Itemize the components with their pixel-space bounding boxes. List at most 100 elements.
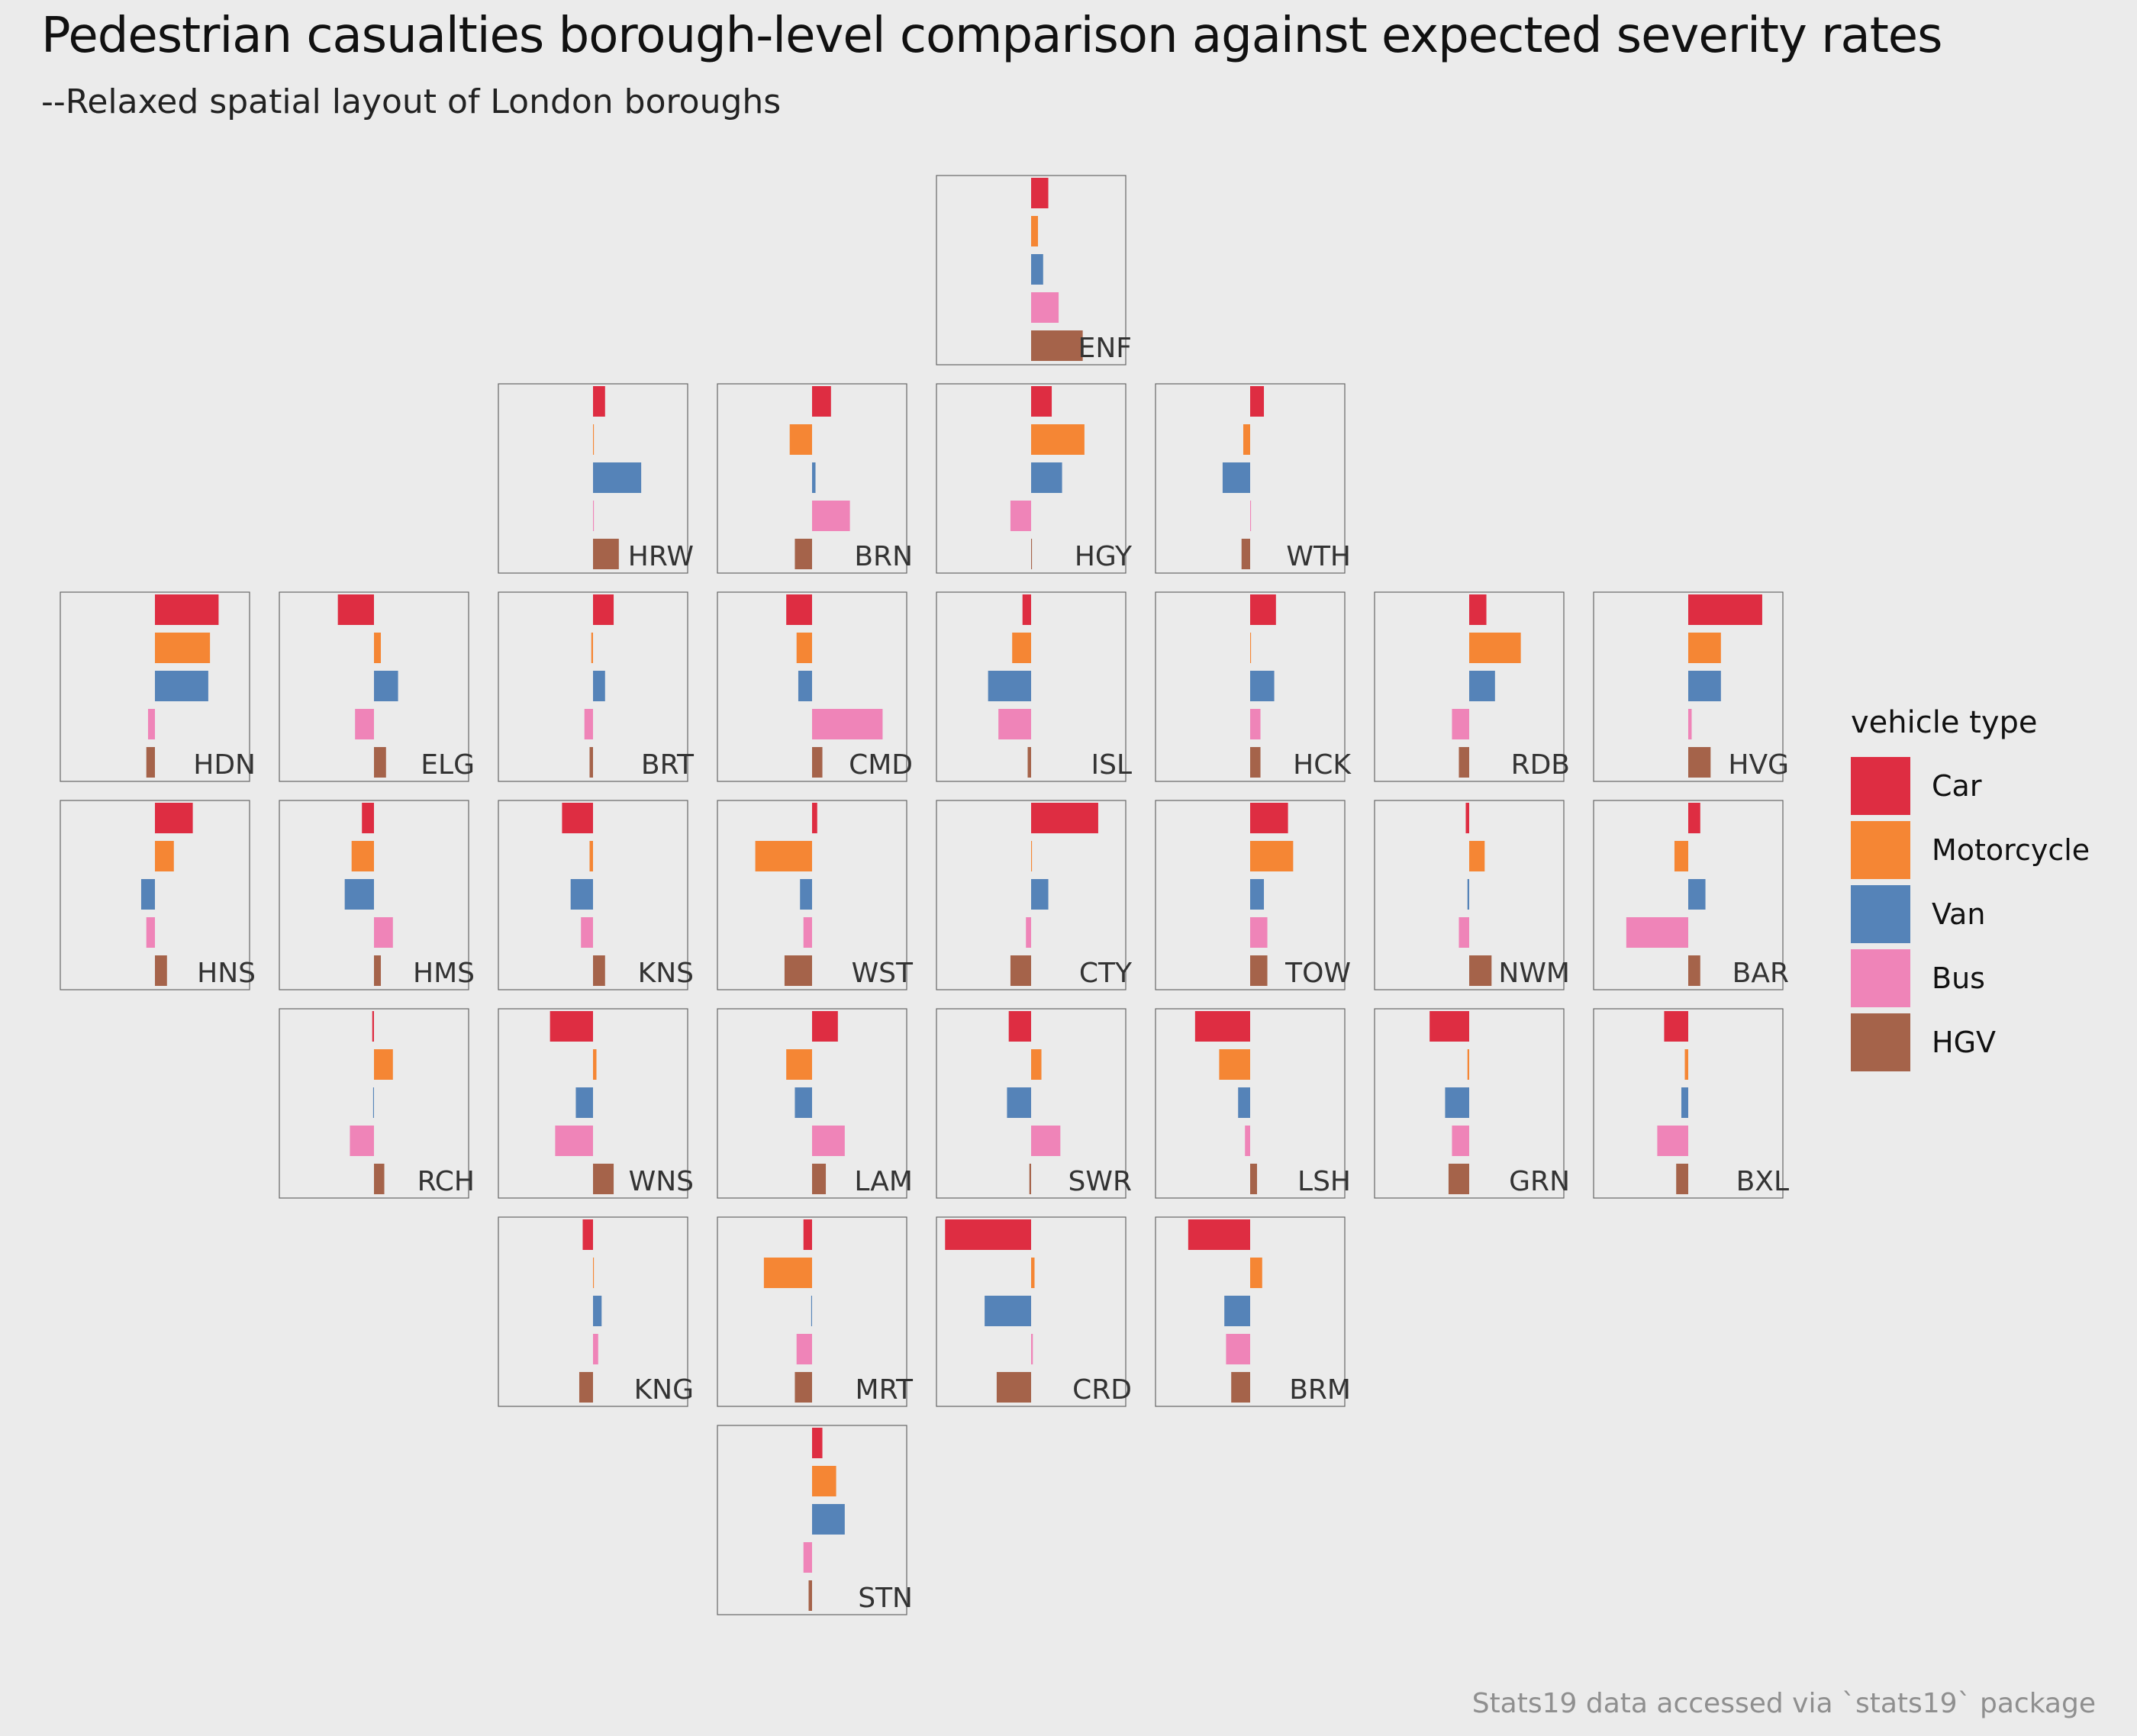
panel-frame — [498, 383, 688, 574]
bar-wth-hgv — [1241, 539, 1250, 569]
panel-frame — [936, 591, 1127, 782]
bar-grn-hgv — [1448, 1164, 1469, 1194]
bar-wth-bus — [1250, 501, 1252, 531]
bar-brt-hgv — [589, 747, 593, 778]
bar-isl-bus — [998, 709, 1031, 739]
bar-cmd-van — [798, 671, 812, 701]
panel-frame — [1155, 1216, 1346, 1407]
panel-label: GRN — [1509, 1166, 1570, 1197]
bar-kns-motorcycle — [589, 841, 593, 871]
panel-label: HNS — [197, 958, 256, 989]
bar-hrw-bus — [593, 501, 595, 531]
panel-frame — [936, 800, 1127, 990]
bar-rdb-hgv — [1459, 747, 1469, 778]
legend-swatch — [1851, 757, 1910, 815]
bar-bar-van — [1688, 879, 1706, 910]
bar-swr-van — [1007, 1087, 1031, 1118]
legend-item-car: Car — [1851, 754, 2090, 818]
bar-hdn-van — [155, 671, 208, 701]
bar-hgy-car — [1031, 386, 1052, 417]
bar-kng-bus — [593, 1334, 598, 1364]
bar-wst-car — [812, 803, 817, 833]
panel-frame — [717, 1216, 907, 1407]
panel-crd: CRD — [936, 1216, 1132, 1407]
bar-tow-motorcycle — [1250, 841, 1294, 871]
bar-rdb-motorcycle — [1469, 633, 1521, 663]
legend-swatch — [1851, 1013, 1910, 1071]
bar-bxl-bus — [1657, 1126, 1688, 1156]
bar-brm-hgv — [1231, 1372, 1250, 1403]
bar-brt-van — [593, 671, 605, 701]
legend-title: vehicle type — [1851, 705, 2038, 740]
bar-elg-bus — [355, 709, 374, 739]
bar-kng-van — [593, 1296, 602, 1326]
bar-hck-motorcycle — [1250, 633, 1252, 663]
panel-frame — [1155, 383, 1346, 574]
chart-caption: Stats19 data accessed via `stats19` pack… — [1471, 1688, 2096, 1719]
panel-label: SWR — [1068, 1166, 1132, 1197]
bar-lam-car — [812, 1011, 838, 1042]
panel-nwm: NWM — [1374, 800, 1570, 990]
bar-wns-motorcycle — [593, 1049, 597, 1080]
legend-label: Motorcycle — [1932, 833, 2090, 867]
bar-hrw-car — [593, 386, 605, 417]
bar-hvg-hgv — [1688, 747, 1711, 778]
bar-bxl-motorcycle — [1684, 1049, 1688, 1080]
legend: vehicle type Car Motorcycle Van Bus HGV — [1851, 705, 2090, 1074]
bar-enf-van — [1031, 254, 1043, 285]
bar-lam-motorcycle — [786, 1049, 812, 1080]
panel-frame — [1593, 591, 1784, 782]
legend-swatch — [1851, 949, 1910, 1007]
panel-label: HRW — [628, 541, 694, 572]
panel-cmd: CMD — [717, 591, 913, 782]
panel-label: TOW — [1284, 958, 1351, 989]
bar-nwm-van — [1467, 879, 1469, 910]
bar-bxl-car — [1664, 1011, 1688, 1042]
bar-mrt-motorcycle — [763, 1258, 812, 1288]
bar-mrt-car — [803, 1219, 812, 1250]
panel-kns: KNS — [498, 800, 694, 990]
chart-title: Pedestrian casualties borough-level comp… — [41, 8, 1942, 64]
bar-hrw-van — [593, 462, 642, 493]
bar-mrt-hgv — [795, 1372, 812, 1403]
bar-wth-car — [1250, 386, 1265, 417]
panel-frame — [1374, 591, 1565, 782]
bar-enf-car — [1031, 178, 1049, 208]
panel-label: BXL — [1736, 1166, 1789, 1197]
bar-hgy-hgv — [1031, 539, 1033, 569]
bar-nwm-motorcycle — [1469, 841, 1485, 871]
bar-hvg-motorcycle — [1688, 633, 1721, 663]
panel-frame — [717, 591, 907, 782]
legend-item-bus: Bus — [1851, 946, 2090, 1010]
bar-brm-motorcycle — [1250, 1258, 1262, 1288]
panel-frame — [717, 383, 907, 574]
bar-enf-hgv — [1031, 330, 1083, 361]
bar-stn-bus — [803, 1542, 812, 1573]
bar-wth-motorcycle — [1243, 424, 1250, 455]
panel-mrt: MRT — [717, 1216, 914, 1407]
bar-lam-hgv — [812, 1164, 827, 1194]
bar-crd-hgv — [996, 1372, 1031, 1403]
bar-kns-bus — [581, 917, 593, 948]
bar-nwm-hgv — [1469, 955, 1492, 986]
bar-kns-van — [570, 879, 593, 910]
bar-bar-hgv — [1688, 955, 1700, 986]
panel-frame — [717, 1425, 907, 1615]
panel-bar: BAR — [1593, 800, 1789, 990]
legend-item-hgv: HGV — [1851, 1010, 2090, 1074]
bar-rdb-bus — [1452, 709, 1469, 739]
bar-stn-hgv — [808, 1580, 812, 1611]
bar-nwm-car — [1465, 803, 1469, 833]
panel-label: BRT — [641, 749, 695, 781]
bar-bar-motorcycle — [1674, 841, 1688, 871]
panel-frame — [1155, 800, 1346, 990]
bar-grn-car — [1430, 1011, 1469, 1042]
bar-hms-bus — [374, 917, 393, 948]
bar-cty-car — [1031, 803, 1098, 833]
bar-cty-bus — [1026, 917, 1031, 948]
bar-isl-van — [988, 671, 1031, 701]
bar-hns-car — [155, 803, 193, 833]
bar-hgy-bus — [1010, 501, 1031, 531]
bar-elg-motorcycle — [374, 633, 382, 663]
panel-label: WNS — [629, 1166, 694, 1197]
